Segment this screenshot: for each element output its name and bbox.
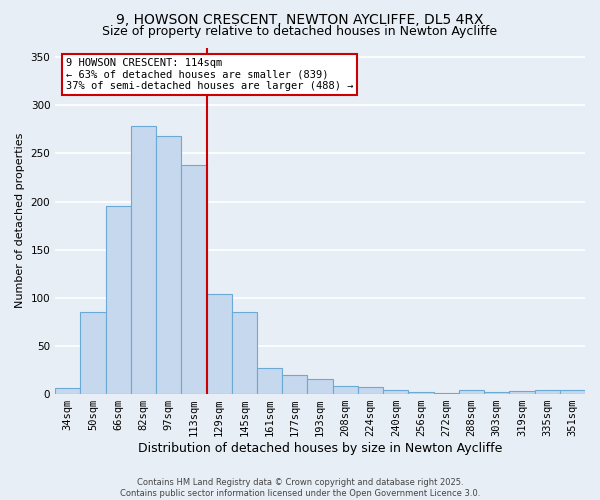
Bar	[131, 126, 156, 394]
Bar	[560, 390, 585, 394]
Bar	[181, 165, 206, 394]
Bar	[358, 388, 383, 394]
Bar	[106, 206, 131, 394]
Text: Size of property relative to detached houses in Newton Aycliffe: Size of property relative to detached ho…	[103, 25, 497, 38]
Bar	[206, 294, 232, 394]
Bar	[434, 393, 459, 394]
Bar	[307, 378, 332, 394]
Bar	[332, 386, 358, 394]
Text: 9 HOWSON CRESCENT: 114sqm
← 63% of detached houses are smaller (839)
37% of semi: 9 HOWSON CRESCENT: 114sqm ← 63% of detac…	[66, 58, 353, 91]
Bar	[80, 312, 106, 394]
Bar	[509, 391, 535, 394]
X-axis label: Distribution of detached houses by size in Newton Aycliffe: Distribution of detached houses by size …	[138, 442, 502, 455]
Bar	[409, 392, 434, 394]
Text: 9, HOWSON CRESCENT, NEWTON AYCLIFFE, DL5 4RX: 9, HOWSON CRESCENT, NEWTON AYCLIFFE, DL5…	[116, 12, 484, 26]
Bar	[257, 368, 282, 394]
Bar	[535, 390, 560, 394]
Bar	[459, 390, 484, 394]
Bar	[282, 375, 307, 394]
Y-axis label: Number of detached properties: Number of detached properties	[15, 133, 25, 308]
Bar	[55, 388, 80, 394]
Text: Contains HM Land Registry data © Crown copyright and database right 2025.
Contai: Contains HM Land Registry data © Crown c…	[120, 478, 480, 498]
Bar	[484, 392, 509, 394]
Bar	[232, 312, 257, 394]
Bar	[156, 136, 181, 394]
Bar	[383, 390, 409, 394]
